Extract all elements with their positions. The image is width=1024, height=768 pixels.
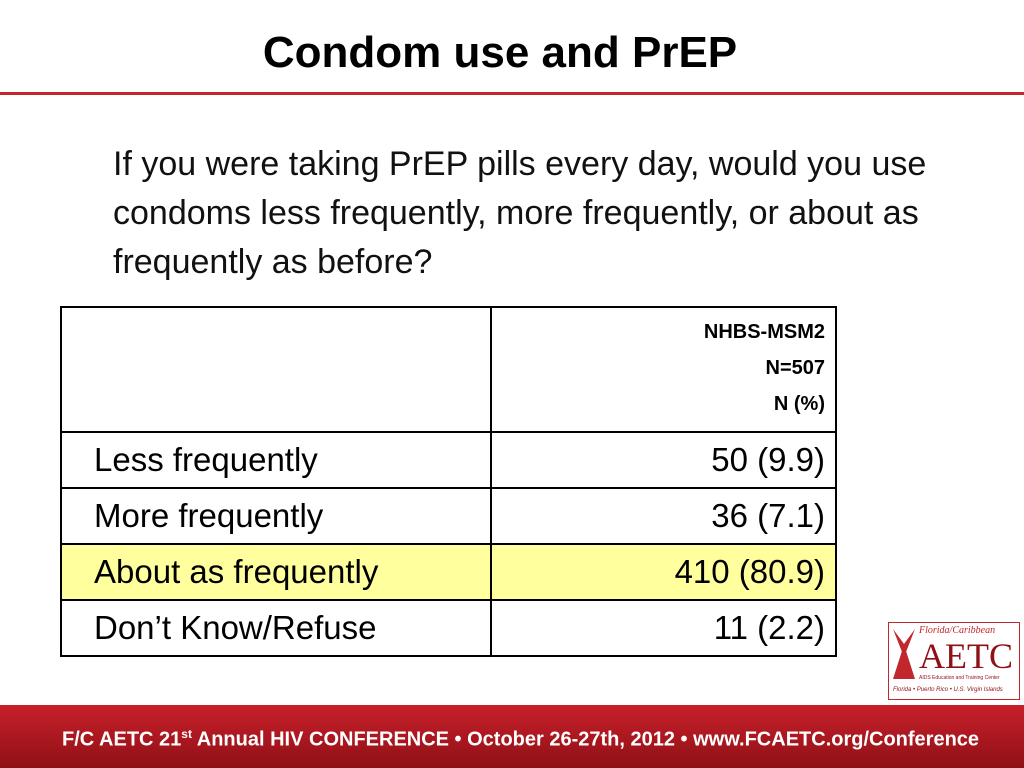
footer-text: F/C AETC 21st Annual HIV CONFERENCE • Oc… [62, 727, 979, 752]
results-table: NHBS-MSM2 N=507 N (%) Less frequently 50 … [60, 306, 837, 657]
cell: 50 (9.9) [490, 431, 837, 489]
header-line: N (%) [773, 393, 825, 415]
cell: About as frequently [60, 543, 492, 601]
cell: 36 (7.1) [490, 487, 837, 545]
footer-bar [0, 705, 1024, 768]
footer-part: Annual HIV CONFERENCE • October 26-27th,… [191, 728, 980, 751]
row: Less frequently 50 (9.9) [60, 431, 837, 489]
logo-mark [893, 629, 915, 679]
divider [0, 92, 1024, 95]
footer-part: F/C AETC 21 [62, 728, 182, 751]
cell: More frequently [60, 487, 492, 545]
logo-text: Florida • Puerto Rico • U.S. Virgin Isla… [893, 687, 1003, 693]
question: If you were taking PrEP pills every day,… [113, 145, 927, 281]
highlighted-row: About as frequently 410 (80.9) [60, 543, 837, 601]
row: More frequently 36 (7.1) [60, 487, 837, 545]
header-line: N=507 [765, 357, 826, 379]
cell: Don’t Know/Refuse [60, 599, 492, 657]
logo: Florida/Caribbean AETC AIDS Education an… [888, 622, 1020, 700]
row: Don’t Know/Refuse 11 (2.2) [60, 599, 837, 657]
cell: 410 (80.9) [490, 543, 837, 601]
logo-text: Florida/Caribbean [919, 625, 996, 636]
logo-text: AETC [919, 636, 1013, 676]
header-cell [60, 306, 492, 433]
header-line: NHBS-MSM2 [703, 321, 825, 343]
header-cell: NHBS-MSM2 N=507 N (%) [490, 306, 837, 433]
cell: Less frequently [60, 431, 492, 489]
cell: 11 (2.2) [490, 599, 837, 657]
footer-part: st [181, 727, 192, 741]
title: Condom use and PrEP [262, 28, 738, 77]
logo-text: AIDS Education and Training Center [919, 675, 1000, 681]
header-row: NHBS-MSM2 N=507 N (%) [60, 306, 837, 433]
